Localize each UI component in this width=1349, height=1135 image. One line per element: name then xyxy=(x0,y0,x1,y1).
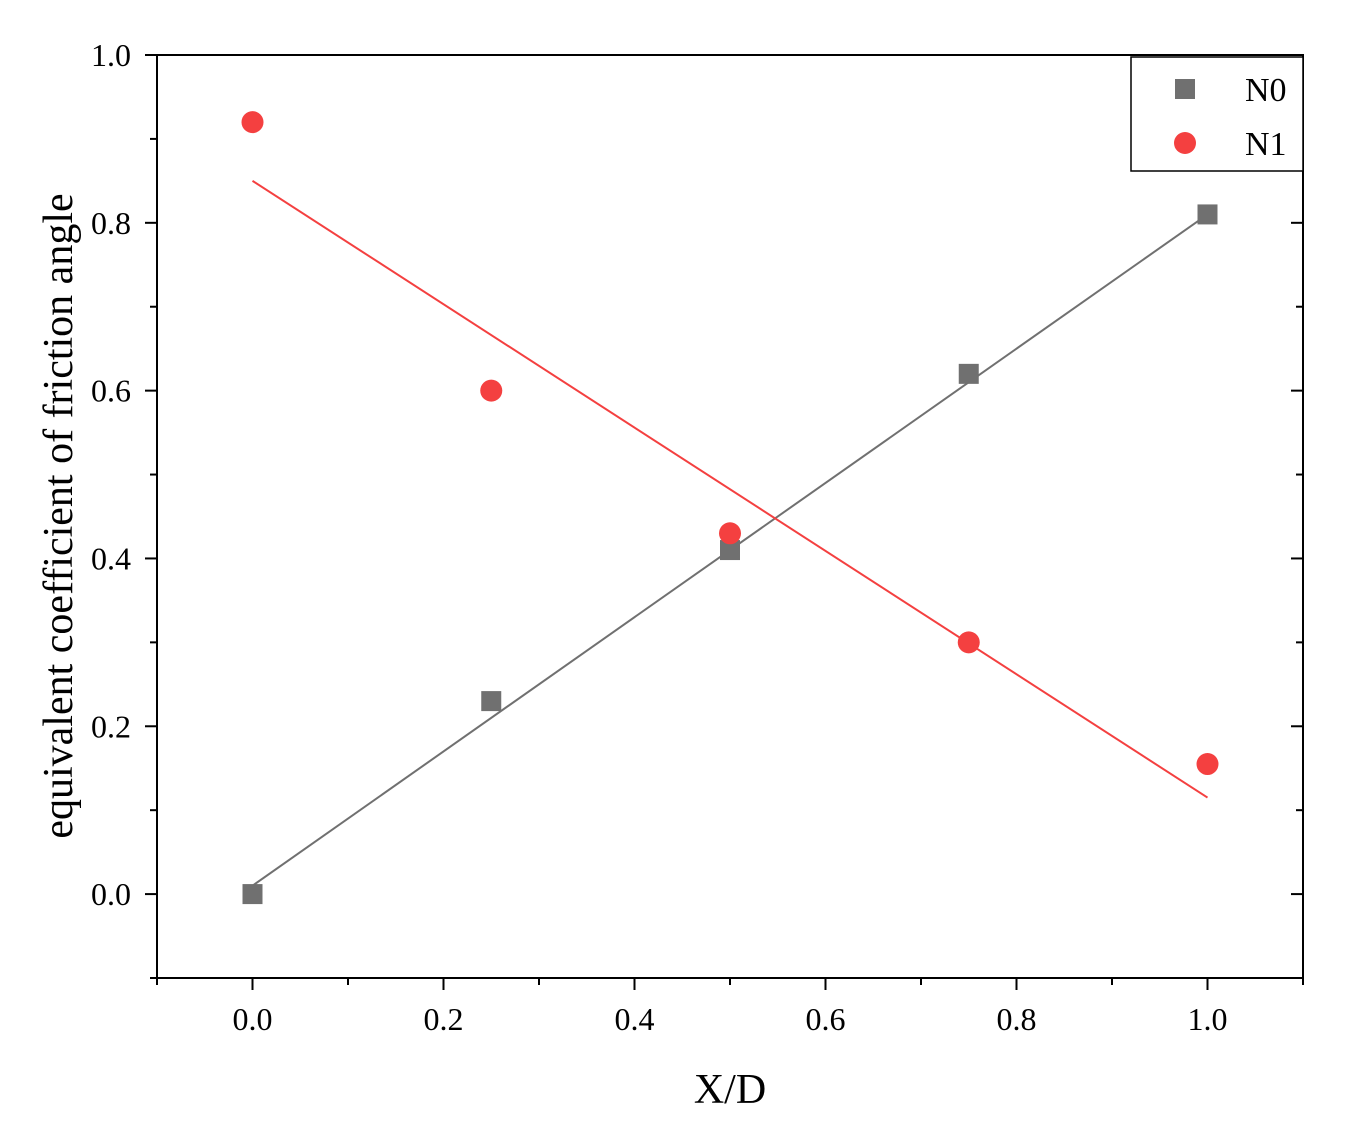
x-tick-label: 1.0 xyxy=(1188,1001,1228,1037)
data-point-n0 xyxy=(1197,204,1218,225)
data-point-n0 xyxy=(720,540,740,561)
axes: 0.0 0.2 0.4 0.6 0.8 1.0 0.0 0.2 0.4 0.6 0.8 1.0 xyxy=(91,37,1304,1037)
y-axis-title: equivalent coefficient of friction angle xyxy=(36,193,82,838)
y-tick-label: 0.8 xyxy=(91,205,131,241)
plot-frame xyxy=(156,54,1304,979)
y-tick-label: 0.0 xyxy=(91,876,131,912)
data-point-n1 xyxy=(957,631,980,654)
y-tick-label: 1.0 xyxy=(91,37,131,73)
y-tick-label: 0.2 xyxy=(91,708,131,744)
data-point-n1 xyxy=(719,522,741,545)
data-point-n0 xyxy=(958,363,979,384)
legend-label-n0: N0 xyxy=(1245,72,1287,109)
y-tick-label: 0.4 xyxy=(91,540,131,576)
data-point-n1 xyxy=(241,111,264,134)
data-point-n0 xyxy=(242,884,263,905)
legend-marker-n1 xyxy=(1174,132,1196,154)
x-tick-label: 0.4 xyxy=(615,1001,655,1037)
legend-label-n1: N1 xyxy=(1245,126,1287,163)
data-point-n1 xyxy=(480,379,503,402)
x-axis-title: X/D xyxy=(694,1067,766,1113)
fit-line-n1 xyxy=(251,180,1209,799)
data-markers xyxy=(241,111,1219,905)
data-point-n1 xyxy=(1196,753,1219,776)
legend-marker-n0 xyxy=(1175,79,1195,99)
y-tick-label: 0.6 xyxy=(91,373,131,409)
legend-box xyxy=(1130,56,1304,172)
x-tick-label: 0.6 xyxy=(806,1001,846,1037)
x-tick-label: 0.8 xyxy=(997,1001,1037,1037)
data-point-n0 xyxy=(481,691,502,712)
plot-area xyxy=(156,54,1304,979)
x-tick-label: 0.0 xyxy=(233,1001,273,1037)
x-tick-label: 0.2 xyxy=(424,1001,464,1037)
